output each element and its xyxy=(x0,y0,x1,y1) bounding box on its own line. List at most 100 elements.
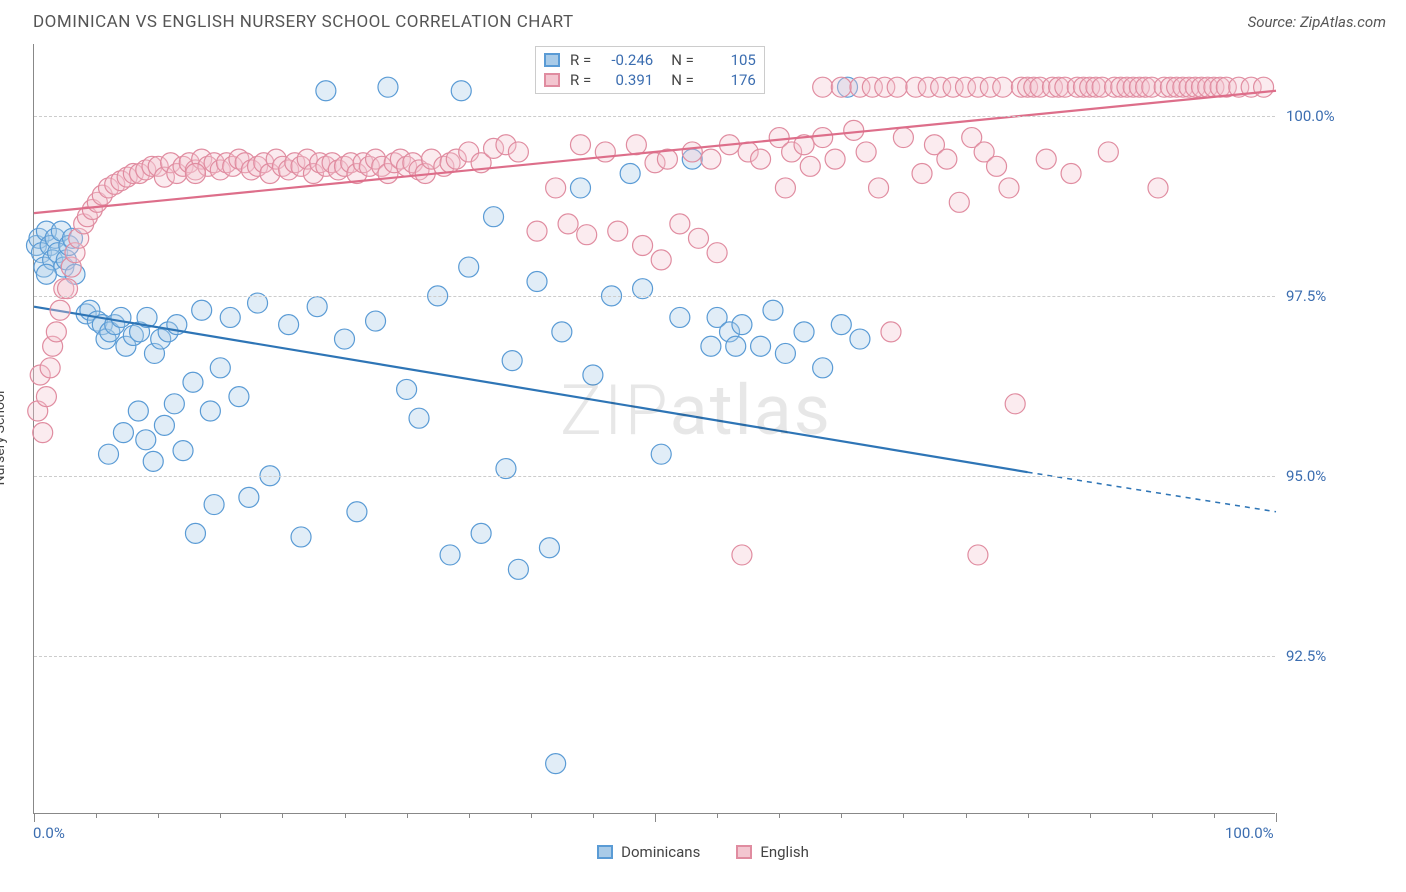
x-tick xyxy=(407,813,408,818)
data-point xyxy=(987,156,1007,176)
data-point xyxy=(279,315,299,335)
data-point xyxy=(508,142,528,162)
data-point xyxy=(1036,149,1056,169)
data-point xyxy=(651,250,671,270)
data-point xyxy=(36,387,56,407)
gridline xyxy=(34,296,1275,297)
data-point xyxy=(173,441,193,461)
data-point xyxy=(595,142,615,162)
data-point xyxy=(583,365,603,385)
data-point xyxy=(409,408,429,428)
r-label: R = xyxy=(570,71,591,89)
r-label: R = xyxy=(570,51,591,69)
data-point xyxy=(527,271,547,291)
data-point xyxy=(307,297,327,317)
data-point xyxy=(239,487,259,507)
x-tick xyxy=(158,813,159,818)
data-point xyxy=(850,329,870,349)
x-tick xyxy=(1090,813,1091,818)
data-point xyxy=(471,523,491,543)
data-point xyxy=(113,423,133,443)
data-point xyxy=(539,538,559,558)
data-point xyxy=(968,545,988,565)
data-point xyxy=(154,415,174,435)
data-point xyxy=(999,178,1019,198)
scatter-svg xyxy=(34,44,1275,813)
legend-item: English xyxy=(736,843,809,861)
data-point xyxy=(200,401,220,421)
y-tick-label: 95.0% xyxy=(1286,467,1326,485)
legend-swatch xyxy=(736,845,752,859)
data-point xyxy=(502,351,522,371)
data-point xyxy=(378,77,398,97)
data-point xyxy=(192,300,212,320)
y-tick-label: 97.5% xyxy=(1286,287,1326,305)
data-point xyxy=(46,322,66,342)
data-point xyxy=(726,336,746,356)
x-tick xyxy=(966,813,967,818)
data-point xyxy=(893,128,913,148)
gridline xyxy=(34,476,1275,477)
x-tick xyxy=(1276,813,1277,822)
data-point xyxy=(844,120,864,140)
x-tick xyxy=(282,813,283,818)
data-point xyxy=(546,178,566,198)
data-point xyxy=(347,502,367,522)
data-point xyxy=(732,315,752,335)
data-point xyxy=(881,322,901,342)
data-point xyxy=(577,225,597,245)
data-point xyxy=(1148,178,1168,198)
x-tick xyxy=(593,813,594,818)
x-tick xyxy=(655,813,656,822)
r-value: -0.246 xyxy=(601,51,653,69)
x-tick xyxy=(1028,813,1029,818)
data-point xyxy=(451,81,471,101)
data-point xyxy=(570,178,590,198)
data-point xyxy=(128,401,148,421)
x-tick xyxy=(841,813,842,818)
data-point xyxy=(36,264,56,284)
source-label: Source: ZipAtlas.com xyxy=(1248,13,1386,31)
data-point xyxy=(701,336,721,356)
legend-swatch xyxy=(544,73,560,87)
x-tick xyxy=(220,813,221,818)
x-tick xyxy=(903,813,904,818)
data-point xyxy=(608,221,628,241)
correlation-legend-row: R =-0.246N =105 xyxy=(544,50,756,70)
data-point xyxy=(633,235,653,255)
data-point xyxy=(682,142,702,162)
data-point xyxy=(220,307,240,327)
data-point xyxy=(440,545,460,565)
data-point xyxy=(831,77,851,97)
data-point xyxy=(887,77,907,97)
data-point xyxy=(800,156,820,176)
n-label: N = xyxy=(671,71,694,89)
data-point xyxy=(620,164,640,184)
data-point xyxy=(164,394,184,414)
x-tick xyxy=(779,813,780,818)
data-point xyxy=(1098,142,1118,162)
correlation-legend: R =-0.246N =105R =0.391N =176 xyxy=(535,46,765,94)
data-point xyxy=(552,322,572,342)
y-tick-label: 92.5% xyxy=(1286,647,1326,665)
data-point xyxy=(291,527,311,547)
x-tick xyxy=(34,813,35,822)
x-tick-label: 100.0% xyxy=(1225,824,1274,842)
data-point xyxy=(204,495,224,515)
data-point xyxy=(670,307,690,327)
data-point xyxy=(484,207,504,227)
data-point xyxy=(183,372,203,392)
data-point xyxy=(546,754,566,774)
n-value: 105 xyxy=(704,51,756,69)
data-point xyxy=(210,358,230,378)
data-point xyxy=(136,430,156,450)
data-point xyxy=(831,315,851,335)
x-tick-label: 0.0% xyxy=(33,824,65,842)
data-point xyxy=(856,142,876,162)
data-point xyxy=(1254,77,1274,97)
data-point xyxy=(794,322,814,342)
data-point xyxy=(775,178,795,198)
data-point xyxy=(937,149,957,169)
regression-line-extrapolated xyxy=(1028,472,1276,512)
plot-area xyxy=(33,44,1275,814)
